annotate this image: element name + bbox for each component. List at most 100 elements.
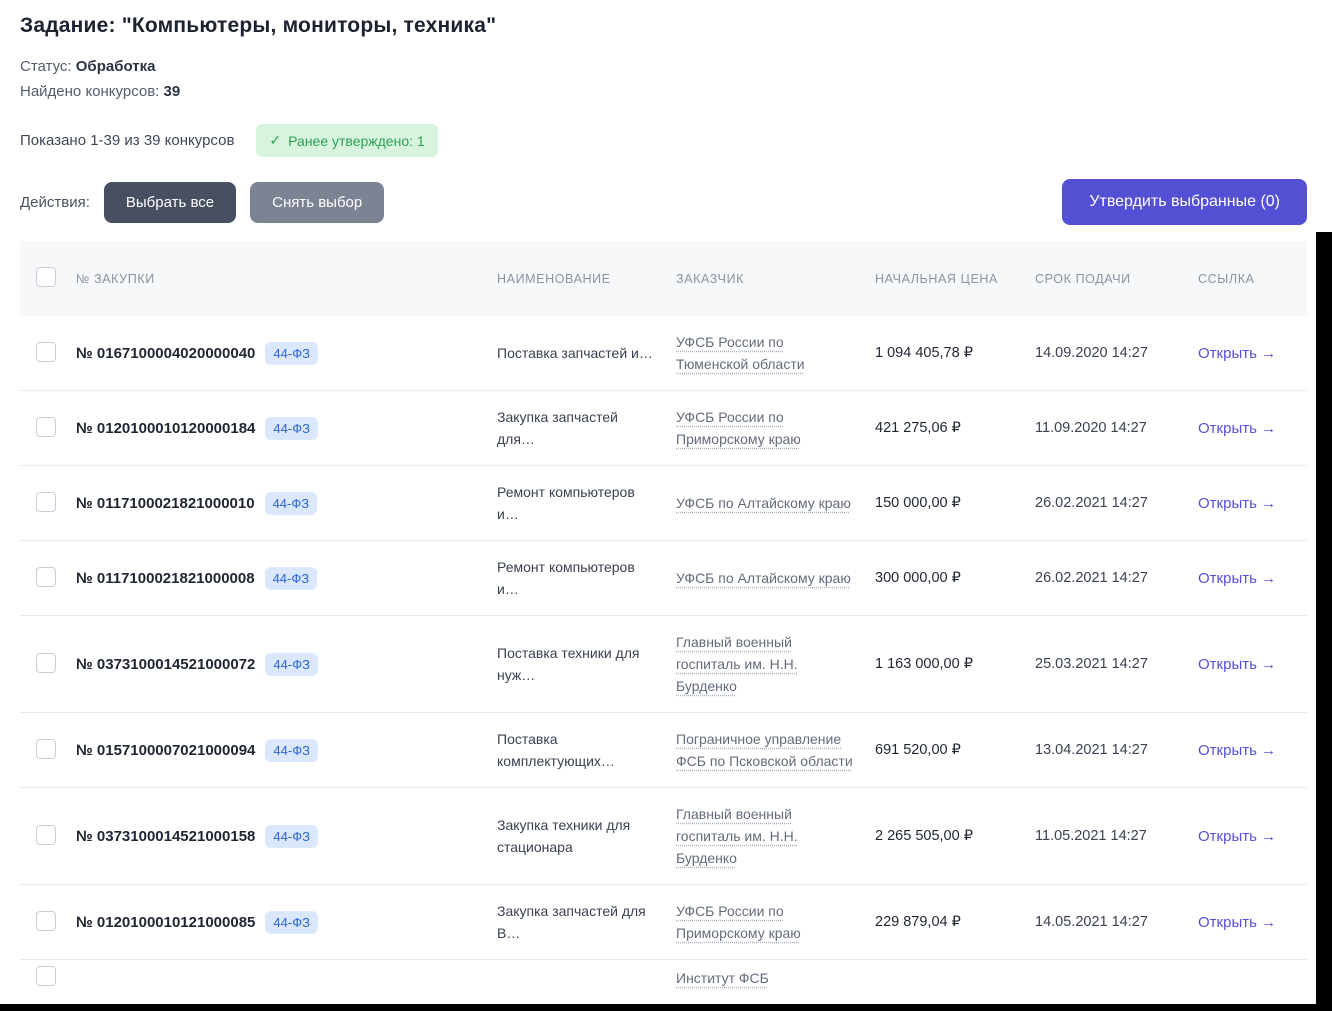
law-44fz-badge: 44-ФЗ [265,824,318,848]
customer-link[interactable]: УФСБ России по Тюменской области [676,334,805,372]
purchase-number: № 0373100014521000072 [76,655,256,673]
law-44fz-badge: 44-ФЗ [265,910,318,934]
purchase-number: № 0167100004020000040 [76,344,256,362]
submission-deadline: 26.02.2021 14:27 [1035,570,1148,586]
table-row: № 0120100010120000184 44-ФЗ Закупка запч… [20,391,1307,466]
row-checkbox[interactable] [36,824,56,845]
open-link[interactable]: Открыть → [1198,419,1277,437]
table-row: № 0120100010121000085 44-ФЗ Закупка запч… [20,885,1307,960]
customer-link[interactable]: УФСБ России по Приморскому краю [676,409,801,447]
status-line: Статус: Обработка [20,54,1307,79]
open-link[interactable]: Открыть → [1198,344,1277,362]
table-row: № 0117100021821000010 44-ФЗ Ремонт компь… [20,466,1307,541]
purchase-name: Поставка запчастей и… [497,345,653,361]
purchase-name: Поставка комплектующих… [497,731,615,769]
purchase-number: № 0120100010121000085 [76,913,256,931]
purchase-number: № 0120100010120000184 [76,419,256,437]
approved-badge-text: Ранее утверждено: 1 [288,132,425,149]
arrow-right-icon: → [1261,655,1277,673]
found-count: 39 [163,83,181,100]
actions-label: Действия: [20,193,90,211]
start-price: 1 094 405,78 ₽ [875,345,973,361]
arrow-right-icon: → [1261,494,1277,512]
customer-link[interactable]: Главный военный госпиталь им. Н.Н. Бурде… [676,634,798,694]
col-header-number: № ЗАКУПКИ [76,271,155,286]
actions-toolbar: Действия: Выбрать все Снять выбор Утверд… [20,179,1307,225]
found-label: Найдено конкурсов: [20,83,160,100]
open-link[interactable]: Открыть → [1198,827,1277,845]
customer-link[interactable]: УФСБ России по Приморскому краю [676,903,801,941]
open-link[interactable]: Открыть → [1198,494,1277,512]
row-checkbox[interactable] [36,652,56,673]
customer-link[interactable]: Институт ФСБ [676,969,769,986]
previously-approved-badge: ✓ Ранее утверждено: 1 [256,124,438,157]
select-all-button[interactable]: Выбрать все [103,181,237,223]
arrow-right-icon: → [1261,827,1277,845]
purchase-name: Поставка техники для нуж… [497,645,640,683]
law-44fz-badge: 44-ФЗ [265,416,318,440]
open-link[interactable]: Открыть → [1198,913,1277,931]
submission-deadline: 14.09.2020 14:27 [1035,345,1148,361]
purchase-number: № 0373100014521000158 [76,827,256,845]
screen-edge-right [1316,232,1332,1011]
customer-link[interactable]: Пограничное управление ФСБ по Псковской … [676,731,853,769]
open-link[interactable]: Открыть → [1198,741,1277,759]
col-header-link: ССЫЛКА [1198,271,1255,286]
purchase-name: Закупка запчастей для В… [497,903,646,941]
page-title: Задание: "Компьютеры, мониторы, техника" [20,14,497,37]
law-44fz-badge: 44-ФЗ [264,566,318,590]
table-row: Институт ФСБ [20,960,1307,1004]
submission-deadline: 26.02.2021 14:27 [1035,495,1148,511]
table-body: № 0167100004020000040 44-ФЗ Поставка зап… [20,316,1307,1004]
start-price: 300 000,00 ₽ [875,570,961,586]
table-row: № 0373100014521000072 44-ФЗ Поставка тех… [20,616,1307,713]
law-44fz-badge: 44-ФЗ [265,738,318,762]
approve-selected-button[interactable]: Утвердить выбранные (0) [1062,179,1307,225]
table-row: № 0167100004020000040 44-ФЗ Поставка зап… [20,316,1307,391]
header-checkbox[interactable] [36,267,56,287]
col-header-name: НАИМЕНОВАНИЕ [497,271,611,286]
start-price: 1 163 000,00 ₽ [875,656,973,672]
submission-deadline: 14.05.2021 14:27 [1035,914,1148,930]
arrow-right-icon: → [1261,569,1277,587]
check-icon: ✓ [269,132,282,148]
customer-link[interactable]: УФСБ по Алтайскому краю [676,495,851,511]
arrow-right-icon: → [1261,741,1277,759]
row-checkbox[interactable] [36,966,56,986]
row-checkbox[interactable] [36,491,56,512]
results-summary-row: Показано 1-39 из 39 конкурсов ✓ Ранее ут… [20,124,1307,157]
row-checkbox[interactable] [36,910,56,931]
table-row: № 0157100007021000094 44-ФЗ Поставка ком… [20,713,1307,788]
purchase-number: № 0117100021821000010 [76,494,255,512]
shown-count-text: Показано 1-39 из 39 конкурсов [20,132,235,149]
deselect-button[interactable]: Снять выбор [250,181,385,223]
found-line: Найдено конкурсов: 39 [20,79,1307,104]
row-checkbox[interactable] [36,416,56,437]
col-header-price: НАЧАЛЬНАЯ ЦЕНА [875,271,998,286]
law-44fz-badge: 44-ФЗ [264,491,318,515]
start-price: 2 265 505,00 ₽ [875,828,973,844]
open-link[interactable]: Открыть → [1198,655,1277,673]
start-price: 229 879,04 ₽ [875,914,961,930]
status-value: Обработка [75,58,156,75]
table-row: № 0373100014521000158 44-ФЗ Закупка техн… [20,788,1307,885]
arrow-right-icon: → [1261,419,1277,437]
tenders-table: № ЗАКУПКИ НАИМЕНОВАНИЕ ЗАКАЗЧИК НАЧАЛЬНА… [20,241,1307,1004]
submission-deadline: 11.09.2020 14:27 [1035,420,1147,436]
purchase-number: № 0157100007021000094 [76,741,256,759]
row-checkbox[interactable] [36,566,56,587]
purchase-name: Закупка запчастей для… [497,409,618,447]
row-checkbox[interactable] [36,738,56,759]
law-44fz-badge: 44-ФЗ [265,341,318,365]
customer-link[interactable]: УФСБ по Алтайскому краю [676,570,851,586]
purchase-name: Ремонт компьютеров и… [497,484,635,522]
col-header-deadline: СРОК ПОДАЧИ [1035,271,1131,286]
table-row: № 0117100021821000008 44-ФЗ Ремонт компь… [20,541,1307,616]
law-44fz-badge: 44-ФЗ [265,652,318,676]
customer-link[interactable]: Главный военный госпиталь им. Н.Н. Бурде… [676,806,798,866]
arrow-right-icon: → [1261,913,1277,931]
start-price: 691 520,00 ₽ [875,742,961,758]
row-checkbox[interactable] [36,341,56,362]
open-link[interactable]: Открыть → [1198,569,1277,587]
